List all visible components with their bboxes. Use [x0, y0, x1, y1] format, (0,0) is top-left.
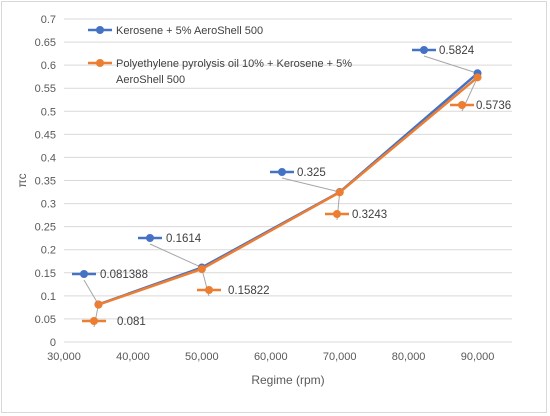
y-tick-label: 0.65: [35, 37, 56, 49]
y-tick-label: 0.6: [41, 60, 56, 72]
y-tick-label: 0.5: [41, 106, 56, 118]
y-axis-title: πc: [15, 173, 29, 187]
x-axis-title: Regime (rpm): [251, 373, 324, 387]
data-label: 0.081: [117, 316, 146, 328]
data-label: 0.5824: [439, 45, 475, 57]
legend-label: Kerosene + 5% AeroShell 500: [116, 25, 263, 37]
label-marker-dot: [205, 286, 213, 294]
data-labels: 0.081388 0.1614 0.325 0.5824 0.081 0.15822 0.3…: [72, 45, 511, 328]
y-tick-label: 0.2: [41, 245, 56, 257]
label-marker-dot: [420, 46, 428, 54]
legend-label: Polyethylene pyrolysis oil 10% + Kerosen…: [116, 58, 352, 70]
data-label: 0.3243: [352, 209, 387, 221]
label-marker-dot: [146, 234, 154, 242]
series-line-2: [98, 76, 479, 306]
y-axis-ticks: 0 0.05 0.1 0.15 0.2 0.25 0.3 0.35 0.4 0.45 0.5 0.55…: [35, 14, 56, 349]
y-tick-label: 0.7: [41, 14, 56, 26]
data-point: [335, 188, 344, 197]
x-axis-ticks: 30,000 40,000 50,000 60,000 70,000 80,000 90,0…: [47, 351, 494, 363]
y-tick-label: 0.35: [35, 176, 56, 188]
leader-line: [281, 177, 340, 193]
y-tick-label: 0.55: [35, 83, 56, 95]
y-tick-label: 0.1: [41, 291, 56, 303]
x-tick-label: 30,000: [47, 351, 81, 363]
y-tick-label: 0.3: [41, 199, 56, 211]
data-label: 0.5736: [476, 100, 511, 112]
data-point: [473, 73, 482, 82]
data-label: 0.325: [297, 167, 326, 179]
x-tick-label: 70,000: [323, 351, 357, 363]
label-leader-lines: [83, 55, 478, 328]
y-tick-label: 0.25: [35, 222, 56, 234]
label-marker-dot: [333, 210, 341, 218]
leader-line: [149, 243, 203, 268]
data-label: 0.081388: [100, 269, 148, 281]
data-label: 0.1614: [166, 233, 202, 245]
x-tick-label: 60,000: [254, 351, 288, 363]
label-marker-dot: [278, 168, 286, 176]
x-tick-label: 90,000: [461, 351, 495, 363]
x-tick-label: 40,000: [116, 351, 150, 363]
series-line-1: [98, 72, 479, 306]
y-tick-label: 0.4: [41, 152, 56, 164]
legend-marker-dot: [96, 59, 104, 67]
legend-label: AeroShell 500: [116, 74, 185, 86]
data-point: [197, 264, 206, 273]
legend-marker-dot: [96, 26, 104, 34]
data-label: 0.15822: [228, 285, 270, 297]
leader-line: [423, 55, 478, 74]
y-tick-label: 0.05: [35, 314, 56, 326]
label-marker-dot: [458, 101, 466, 109]
y-tick-label: 0.15: [35, 268, 56, 280]
legend: Kerosene + 5% AeroShell 500 Polyethylene …: [88, 25, 352, 86]
label-marker-dot: [80, 270, 88, 278]
grid-lines: [64, 18, 512, 343]
label-marker-dot: [90, 317, 98, 325]
x-tick-label: 50,000: [185, 351, 219, 363]
data-point: [94, 300, 103, 309]
y-tick-label: 0.45: [35, 129, 56, 141]
leader-line: [83, 279, 99, 305]
x-tick-label: 80,000: [392, 351, 426, 363]
y-tick-label: 0: [50, 337, 56, 349]
series-lines: [94, 69, 482, 309]
